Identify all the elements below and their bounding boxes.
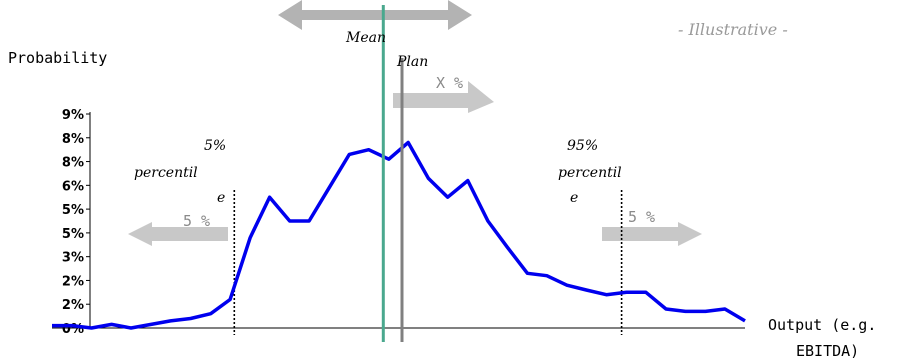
p95-label-line3: e (570, 190, 578, 206)
mean-label: Mean (345, 30, 386, 46)
mean-range-arrow (278, 0, 472, 30)
plan-delta-label: X % (436, 74, 463, 92)
y-tick-label: 2% (62, 274, 84, 289)
y-tick-label: 3% (62, 251, 84, 266)
y-axis-label: Probability (8, 49, 107, 67)
upper-tail-arrow (602, 222, 702, 246)
plan-label: Plan (396, 54, 428, 70)
distribution-line (52, 140, 746, 330)
p5-label-line2: percentil (134, 165, 198, 181)
plan-delta-arrow (393, 81, 494, 113)
p95-label-line2: percentil (558, 165, 622, 181)
y-tick-label: 5% (62, 203, 84, 218)
y-tick-label: 2% (62, 298, 84, 313)
y-ticks: 0%2%2%3%5%5%6%8%8%9% (62, 108, 90, 337)
y-tick-label: 8% (62, 132, 84, 147)
y-tick-label: 8% (62, 156, 84, 171)
y-tick-label: 9% (62, 108, 84, 123)
x-axis-label-line2: EBITDA) (796, 342, 859, 360)
lower-tail-label: 5 % (183, 212, 210, 230)
illustrative-note: - Illustrative - (678, 20, 788, 39)
lower-tail-arrow (128, 222, 228, 246)
p95-label-line1: 95% (567, 138, 598, 154)
upper-tail-label: 5 % (628, 208, 655, 226)
y-tick-label: 5% (62, 227, 84, 242)
x-axis-label-line1: Output (e.g. (768, 316, 876, 334)
p5-label-line1: 5% (204, 138, 226, 154)
y-tick-label: 6% (62, 179, 84, 194)
p5-label-line3: e (217, 190, 225, 206)
